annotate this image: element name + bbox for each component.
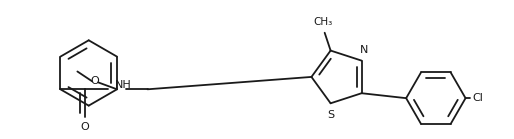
Text: O: O: [81, 122, 89, 132]
Text: O: O: [91, 76, 100, 86]
Text: NH: NH: [115, 80, 132, 90]
Text: N: N: [359, 45, 368, 55]
Text: CH₃: CH₃: [313, 17, 333, 27]
Text: S: S: [327, 110, 334, 120]
Text: Cl: Cl: [472, 93, 483, 103]
